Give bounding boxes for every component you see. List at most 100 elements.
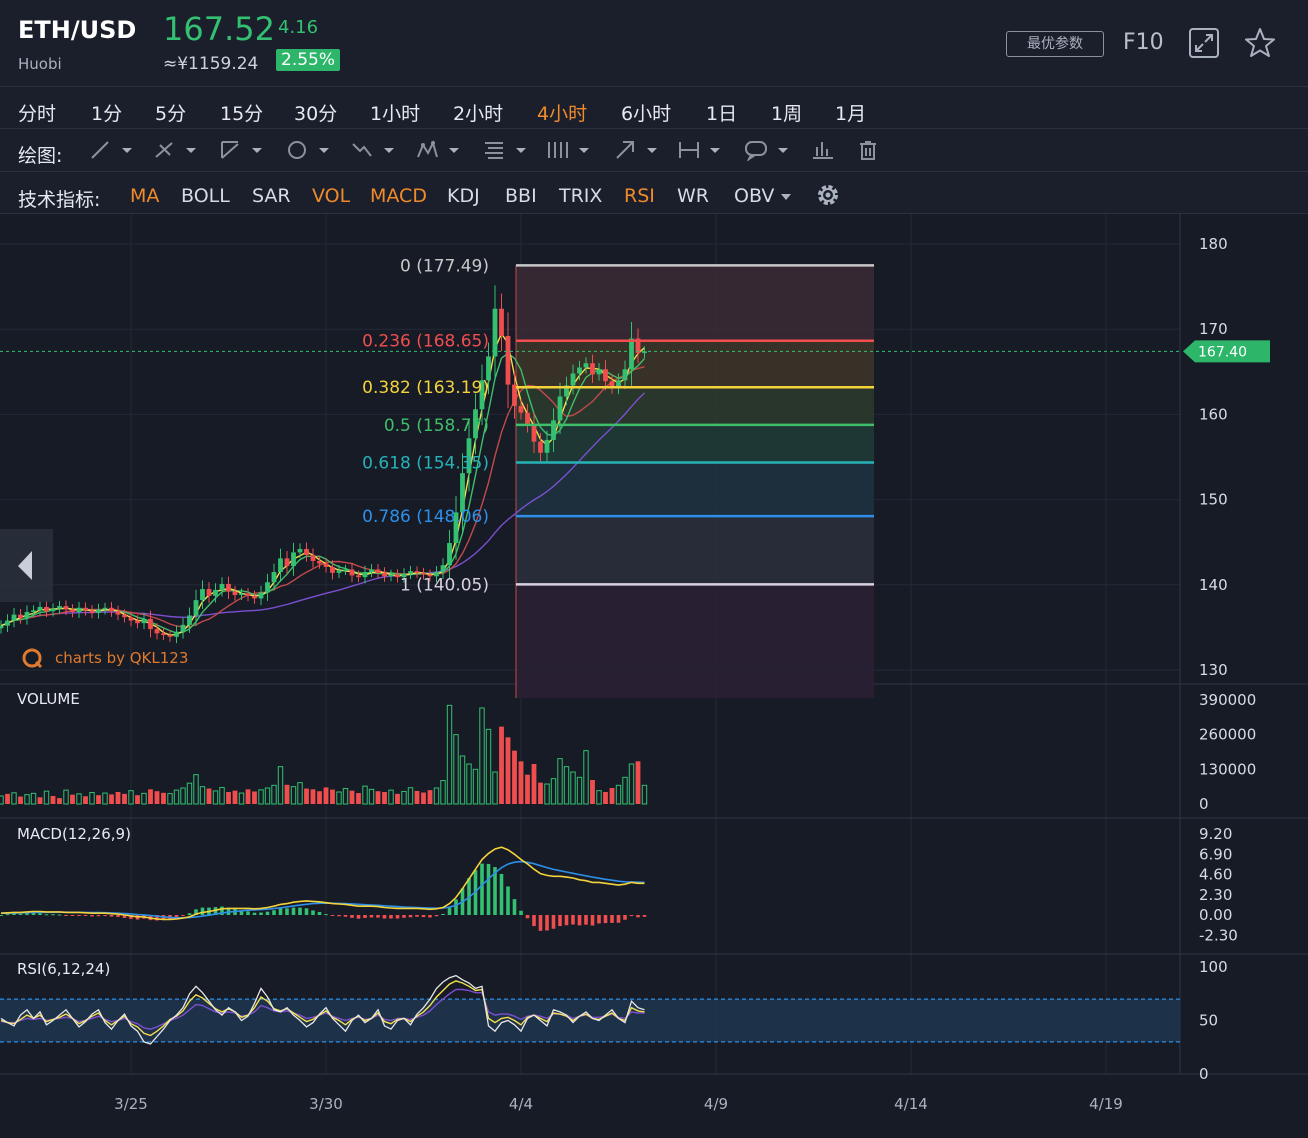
macd-histogram-bar [77, 915, 81, 916]
volume-bar [24, 794, 30, 805]
volume-bar [128, 790, 134, 805]
macd-histogram-bar [44, 914, 49, 916]
volume-bar [576, 776, 583, 805]
macd-histogram-bar [577, 915, 582, 926]
indicator-wr[interactable]: WR [677, 185, 709, 207]
indicator-boll[interactable]: BOLL [181, 185, 230, 207]
time-tick-label: 4/9 [704, 1095, 728, 1113]
candle [304, 549, 309, 555]
bars-tool-icon[interactable] [810, 139, 858, 161]
gear-icon[interactable] [815, 182, 841, 208]
pair-title: ETH/USD [18, 16, 137, 44]
candle [447, 543, 452, 566]
path-tool-icon[interactable] [350, 139, 398, 161]
volume-bar [173, 789, 180, 805]
indicator-bbi[interactable]: BBI [505, 185, 537, 207]
scroll-left-button[interactable] [0, 529, 53, 602]
indicator-trix[interactable]: TRIX [559, 185, 603, 207]
candle [427, 574, 433, 577]
candle [122, 614, 127, 618]
timeframe-tab[interactable]: 1小时 [370, 103, 421, 125]
candle [557, 396, 563, 421]
macd-histogram-bar [350, 915, 354, 918]
indicator-vol[interactable]: VOL [312, 185, 351, 207]
fullscreen-icon[interactable] [1187, 26, 1221, 60]
ray-tool-icon[interactable] [152, 139, 200, 161]
candle [369, 569, 374, 573]
volume-bar [148, 789, 153, 804]
indicator-kdj[interactable]: KDJ [447, 185, 480, 207]
fib-level-label: 0 (177.49) [400, 256, 489, 276]
volume-bar [50, 796, 56, 804]
volume-bar [277, 766, 284, 805]
indicator-rsi[interactable]: RSI [624, 185, 655, 207]
candle [154, 629, 160, 634]
volume-bar [557, 758, 563, 805]
fibonacci-retracement[interactable] [515, 265, 874, 698]
timeframe-tab[interactable]: 5分 [155, 103, 187, 125]
macd-histogram-bar [5, 914, 10, 916]
indicator-macd[interactable]: MACD [370, 185, 427, 207]
volume-bar [70, 794, 75, 804]
volume-bar [609, 788, 615, 804]
indicator-sar[interactable]: SAR [252, 185, 291, 207]
macd-histogram-bar [337, 915, 341, 917]
candle [362, 572, 368, 578]
candle [317, 560, 322, 564]
indicator-ma[interactable]: MA [130, 185, 160, 207]
cny-price: ≈¥1159.24 [163, 54, 259, 74]
timeframe-tab[interactable]: 2小时 [453, 103, 504, 125]
candle [382, 572, 387, 577]
volume-bar [349, 790, 355, 804]
fib-tool-icon[interactable] [482, 139, 530, 161]
trash-icon[interactable] [856, 139, 904, 161]
line-tool-icon[interactable] [88, 139, 136, 161]
best-params-button[interactable]: 最优参数 [1006, 31, 1104, 57]
macd-histogram-bar [636, 915, 640, 918]
timeframe-tab-active[interactable]: 4小时 [537, 103, 588, 125]
rsi24-line [0, 988, 645, 1030]
f10-button[interactable]: F10 [1123, 30, 1164, 55]
volume-bar [550, 778, 557, 805]
candle [180, 624, 186, 632]
channel-tool-icon[interactable] [218, 139, 266, 161]
volume-bar [505, 737, 511, 804]
qkl-logo [22, 648, 43, 669]
measure-tool-icon[interactable] [676, 139, 724, 161]
volume-bar [76, 793, 82, 805]
timeframe-tab[interactable]: 30分 [294, 103, 338, 125]
macd-histogram-bar [506, 886, 510, 915]
gann-tool-icon[interactable] [545, 139, 593, 161]
circle-tool-icon[interactable] [285, 139, 333, 161]
note-tool-icon[interactable] [744, 139, 792, 161]
timeframe-tab[interactable]: 1月 [835, 103, 867, 125]
timeframe-tab[interactable]: 1周 [771, 103, 803, 125]
volume-bar [330, 789, 335, 804]
macd-histogram-bar [389, 915, 393, 919]
timeframe-tab[interactable]: 1日 [706, 103, 738, 125]
volume-bar [63, 789, 69, 805]
fib-zone [516, 387, 874, 425]
macd-histogram-bar [434, 915, 439, 917]
timeframe-tab[interactable]: 分时 [18, 103, 57, 125]
arrow-tool-icon[interactable] [613, 139, 661, 161]
volume-bar [388, 789, 394, 805]
fib-level-label: 0.786 (148.06) [362, 507, 489, 527]
candle [538, 441, 543, 453]
indicator-obv[interactable]: OBV [734, 185, 792, 207]
chart-canvas[interactable]: 0 (177.49) 0.236 (168.65) 0.382 (163.19) 0.… [0, 214, 1308, 1138]
candle [492, 308, 498, 357]
star-icon[interactable] [1243, 26, 1277, 60]
pattern-tool-icon[interactable] [415, 139, 463, 161]
timeframe-tab[interactable]: 15分 [220, 103, 264, 125]
macd-histogram-bar [64, 915, 68, 916]
volume-bar [271, 784, 277, 805]
timeframe-tab[interactable]: 6小时 [621, 103, 672, 125]
macd-histogram-bar [31, 912, 36, 915]
price-tick-label: 180 [1199, 235, 1228, 253]
timeframe-tab[interactable]: 1分 [91, 103, 123, 125]
volume-bar [57, 798, 62, 804]
candle [135, 620, 140, 624]
fib-level-label: 0.236 (168.65) [362, 332, 489, 352]
volume-bar [199, 786, 206, 805]
